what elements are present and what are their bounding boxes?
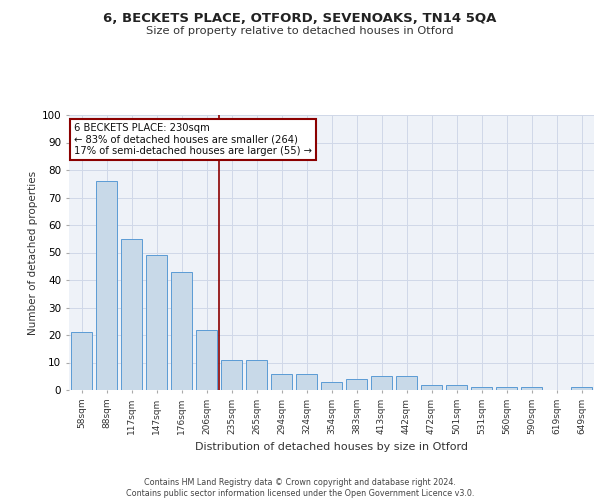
Bar xyxy=(396,376,417,390)
Text: 6 BECKETS PLACE: 230sqm
← 83% of detached houses are smaller (264)
17% of semi-d: 6 BECKETS PLACE: 230sqm ← 83% of detache… xyxy=(74,123,312,156)
Bar xyxy=(146,255,167,390)
Bar xyxy=(346,379,367,390)
Text: Size of property relative to detached houses in Otford: Size of property relative to detached ho… xyxy=(146,26,454,36)
X-axis label: Distribution of detached houses by size in Otford: Distribution of detached houses by size … xyxy=(195,442,468,452)
Bar xyxy=(446,384,467,390)
Bar xyxy=(496,387,517,390)
Bar xyxy=(371,376,392,390)
Bar xyxy=(321,382,342,390)
Bar xyxy=(296,374,317,390)
Bar xyxy=(271,374,292,390)
Text: 6, BECKETS PLACE, OTFORD, SEVENOAKS, TN14 5QA: 6, BECKETS PLACE, OTFORD, SEVENOAKS, TN1… xyxy=(103,12,497,26)
Y-axis label: Number of detached properties: Number of detached properties xyxy=(28,170,38,334)
Bar xyxy=(221,360,242,390)
Text: Contains HM Land Registry data © Crown copyright and database right 2024.
Contai: Contains HM Land Registry data © Crown c… xyxy=(126,478,474,498)
Bar xyxy=(246,360,267,390)
Bar xyxy=(571,387,592,390)
Bar xyxy=(121,239,142,390)
Bar xyxy=(196,330,217,390)
Bar xyxy=(521,387,542,390)
Bar xyxy=(421,384,442,390)
Bar xyxy=(471,387,492,390)
Bar xyxy=(71,332,92,390)
Bar xyxy=(96,181,117,390)
Bar xyxy=(171,272,192,390)
